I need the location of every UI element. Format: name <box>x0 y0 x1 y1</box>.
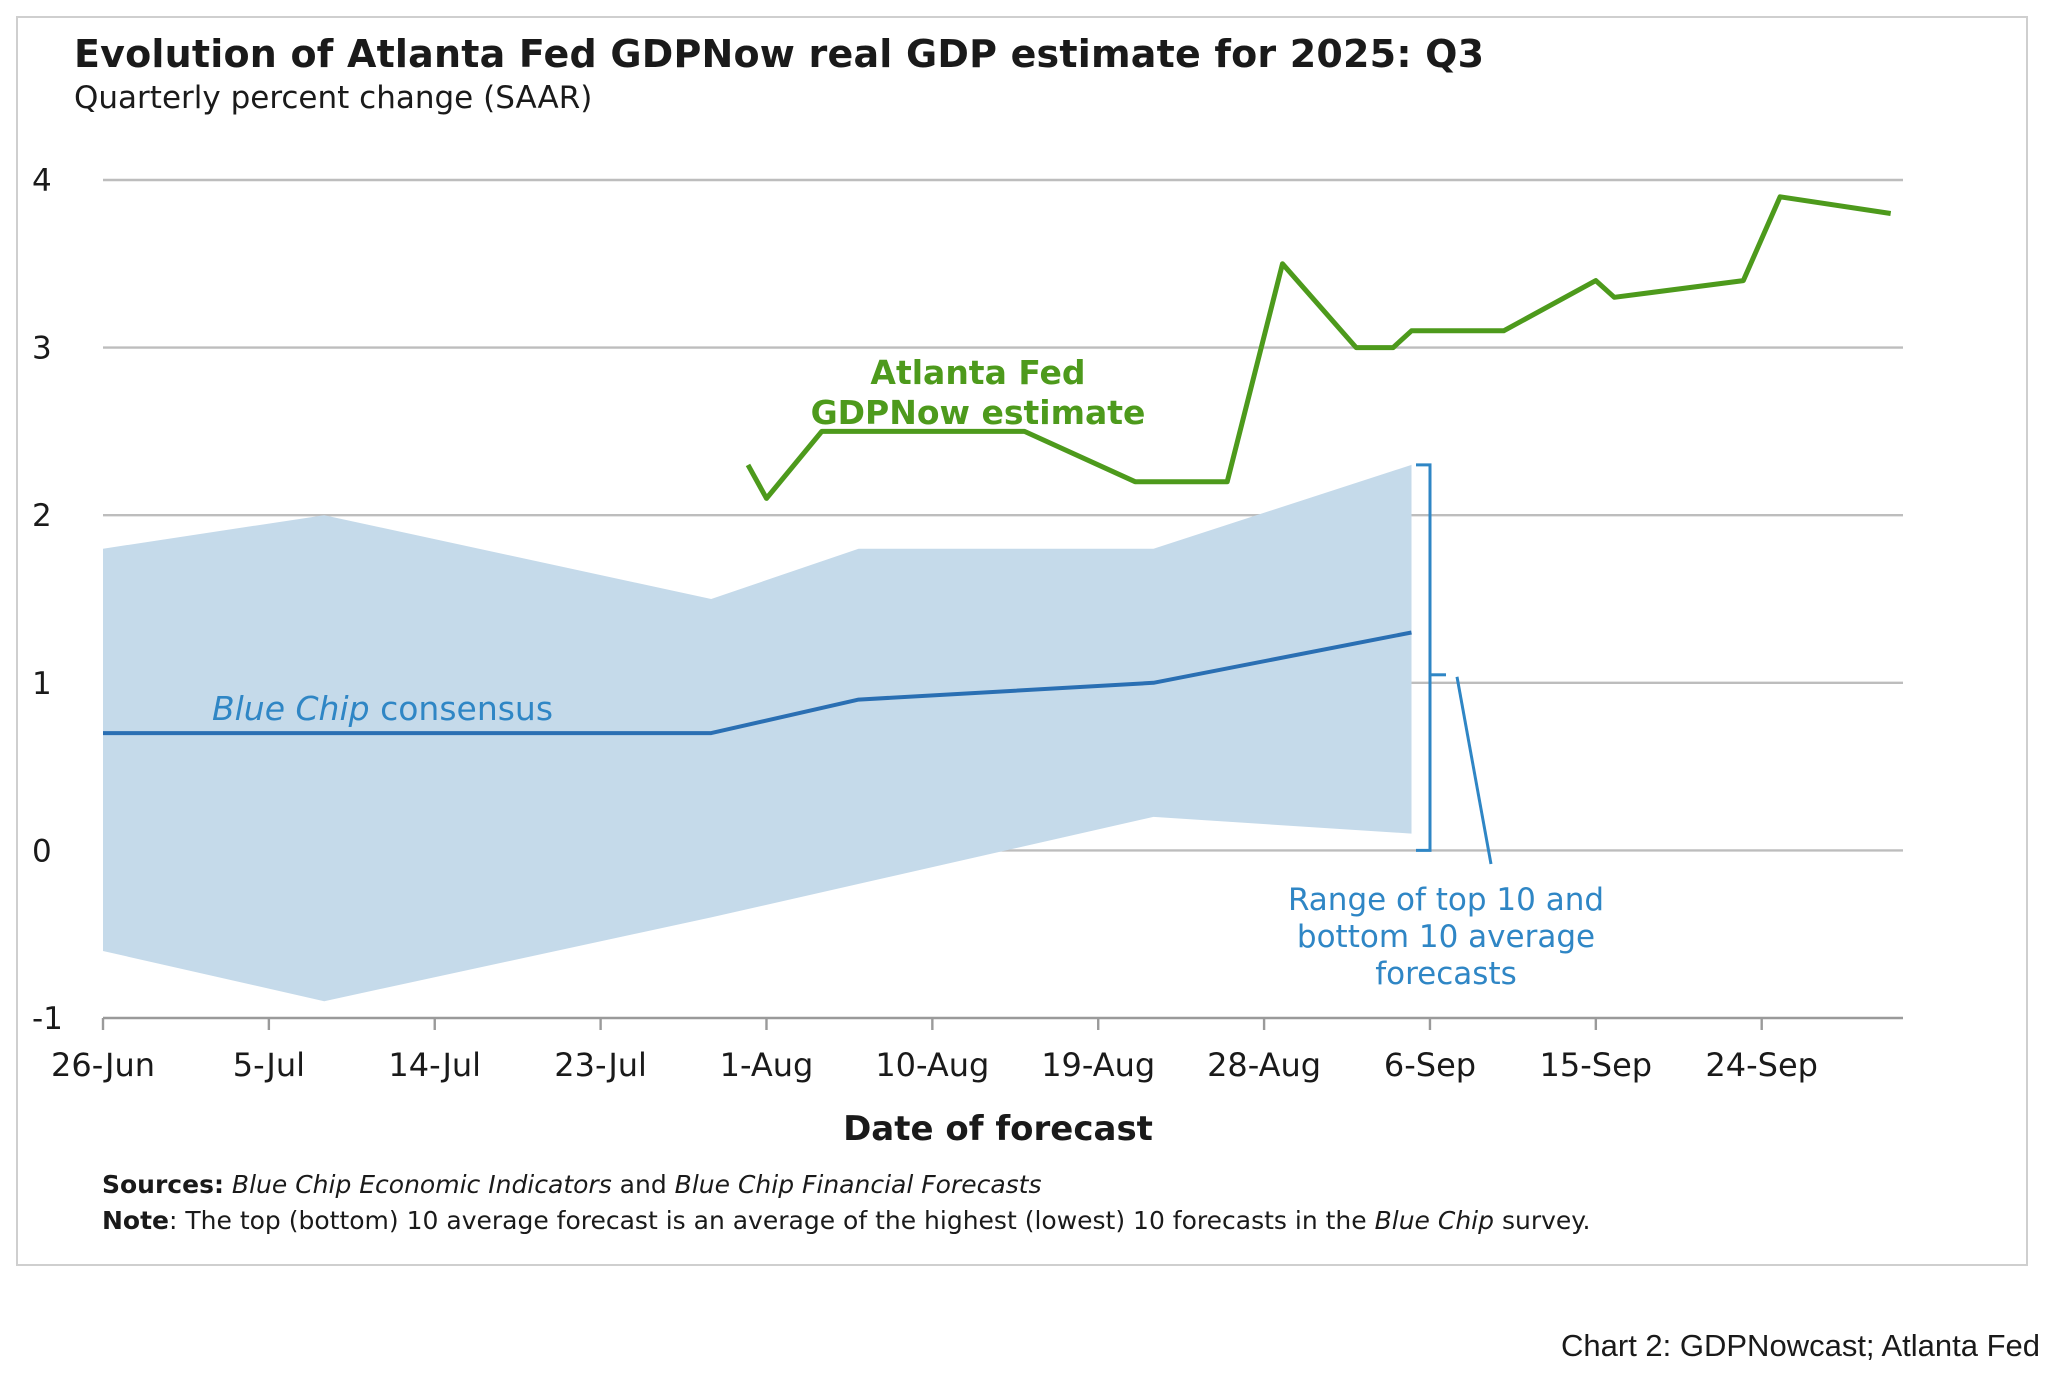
series-lines <box>103 194 1892 736</box>
range-annotation-line: bottom 10 average <box>1297 919 1595 955</box>
note-label: Note <box>102 1206 170 1235</box>
x-axis-label: Date of forecast <box>843 1109 1153 1149</box>
y-tick-label: 3 <box>32 331 52 367</box>
x-tick-label: 15-Sep <box>1540 1046 1653 1084</box>
consensus-annotation-rest: consensus <box>370 689 553 728</box>
figure-caption: Chart 2: GDPNowcast; Atlanta Fed <box>1561 1328 2040 1363</box>
y-tick-label: 4 <box>32 163 52 199</box>
note-text-before: : The top (bottom) 10 average forecast i… <box>169 1206 1375 1235</box>
chart-title: Evolution of Atlanta Fed GDPNow real GDP… <box>74 32 1485 76</box>
note-text-after: survey. <box>1494 1206 1591 1235</box>
gdpnow-annotation-line: Atlanta Fed <box>870 353 1085 392</box>
x-tick-label: 19-Aug <box>1041 1046 1155 1084</box>
sources-line: Sources: Blue Chip Economic Indicators a… <box>102 1170 1042 1199</box>
consensus-line <box>103 630 1412 736</box>
note-line: Note: The top (bottom) 10 average foreca… <box>102 1206 1590 1235</box>
x-tick-label: 14-Jul <box>388 1046 481 1084</box>
chart-frame <box>16 16 2028 1266</box>
sources-and: and <box>611 1170 675 1199</box>
y-tick-label: -1 <box>32 1001 63 1037</box>
sources-part1: Blue Chip Economic Indicators <box>231 1170 612 1199</box>
consensus-annotation-italic: Blue Chip <box>212 689 370 728</box>
range-annotation-line: forecasts <box>1375 956 1517 992</box>
x-tick-label: 6-Sep <box>1384 1046 1476 1084</box>
sources-label: Sources: <box>102 1170 224 1199</box>
y-tick-label: 0 <box>32 833 52 869</box>
x-axis-tick-labels: 26-Jun 5-Jul 14-Jul 23-Jul 1-Aug 10-Aug 19-Aug… <box>51 1046 1818 1084</box>
range-bracket <box>1416 463 1432 852</box>
range-pointer-line <box>1455 676 1493 865</box>
x-tick-label: 24-Sep <box>1705 1046 1818 1084</box>
y-tick-label: 2 <box>32 498 52 534</box>
x-axis <box>101 1016 1903 1030</box>
y-tick-label: 1 <box>32 666 52 702</box>
range-band-area <box>103 464 1412 1002</box>
sources-part2: Blue Chip Financial Forecasts <box>674 1170 1042 1199</box>
x-tick-label: 23-Jul <box>554 1046 647 1084</box>
range-annotation-line: Range of top 10 and <box>1288 882 1604 918</box>
chart-subtitle: Quarterly percent change (SAAR) <box>74 80 593 116</box>
x-tick-label: 28-Aug <box>1207 1046 1321 1084</box>
x-tick-label: 5-Jul <box>233 1046 305 1084</box>
consensus-annotation: Blue Chip consensus <box>212 689 553 728</box>
x-tick-label: 26-Jun <box>51 1046 155 1084</box>
x-tick-label: 1-Aug <box>720 1046 814 1084</box>
gdpnow-line <box>745 194 1892 501</box>
gdpnow-annotation-line: GDPNow estimate <box>811 393 1146 432</box>
note-italic: Blue Chip <box>1374 1206 1494 1235</box>
chart-plot: -1 0 1 2 3 4 26-Jun 5-Jul 14-Jul 23-Jul 1-Aug 10-A… <box>32 163 1903 1149</box>
forecast-range-band <box>103 464 1412 1002</box>
x-tick-label: 10-Aug <box>875 1046 989 1084</box>
y-axis-tick-labels: -1 0 1 2 3 4 <box>32 163 63 1037</box>
